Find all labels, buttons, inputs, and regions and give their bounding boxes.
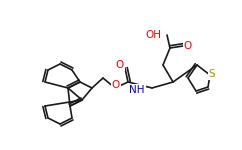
Text: OH: OH	[145, 30, 161, 40]
Text: O: O	[112, 80, 120, 90]
Text: S: S	[209, 69, 215, 79]
Text: O: O	[184, 41, 192, 51]
Text: NH: NH	[129, 85, 145, 95]
Text: O: O	[116, 60, 124, 70]
